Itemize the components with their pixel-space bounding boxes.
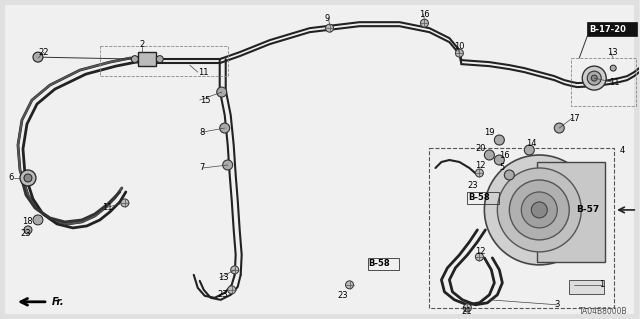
Circle shape [494, 155, 504, 165]
Circle shape [476, 169, 483, 177]
Circle shape [463, 304, 472, 312]
Circle shape [220, 123, 230, 133]
Text: 9: 9 [324, 14, 330, 23]
Text: 10: 10 [454, 42, 465, 51]
Text: 21: 21 [461, 307, 472, 316]
Circle shape [33, 215, 43, 225]
Text: 15: 15 [200, 96, 211, 105]
Text: 16: 16 [419, 10, 430, 19]
Circle shape [326, 24, 333, 32]
Text: 16: 16 [499, 151, 510, 160]
Bar [429, 148, 614, 308]
Circle shape [420, 19, 428, 27]
Text: 8: 8 [200, 128, 205, 137]
Bar [569, 280, 604, 294]
Text: 12: 12 [476, 161, 486, 170]
Bar [100, 46, 228, 76]
Circle shape [24, 174, 32, 182]
Circle shape [524, 145, 534, 155]
Text: 12: 12 [476, 247, 486, 256]
Text: 5: 5 [499, 164, 504, 173]
Bar [538, 162, 605, 262]
Circle shape [33, 52, 43, 62]
Text: 3: 3 [554, 300, 559, 309]
Text: Fr.: Fr. [52, 297, 65, 307]
Bar [367, 258, 399, 270]
Text: 18: 18 [22, 218, 33, 226]
Circle shape [610, 65, 616, 71]
Circle shape [522, 192, 557, 228]
Circle shape [346, 281, 353, 289]
Bar [572, 58, 636, 106]
Circle shape [484, 150, 494, 160]
Text: B-57: B-57 [576, 205, 599, 214]
Circle shape [223, 160, 233, 170]
Circle shape [456, 49, 463, 57]
Circle shape [494, 135, 504, 145]
Text: 1: 1 [599, 280, 604, 289]
Circle shape [156, 56, 163, 63]
Circle shape [484, 155, 594, 265]
Text: B-58: B-58 [369, 259, 390, 268]
Circle shape [531, 202, 547, 218]
Circle shape [591, 75, 597, 81]
Circle shape [20, 170, 36, 186]
Text: 23: 23 [218, 290, 228, 299]
Text: 22: 22 [38, 48, 49, 57]
Bar [138, 52, 156, 66]
Text: 4: 4 [620, 145, 625, 154]
Circle shape [24, 226, 32, 234]
Bar [588, 22, 637, 36]
Text: 2: 2 [139, 40, 145, 49]
Text: 23: 23 [337, 291, 348, 300]
Text: 14: 14 [526, 138, 537, 147]
Bar [467, 192, 499, 204]
Circle shape [121, 199, 129, 207]
Circle shape [476, 253, 483, 261]
Text: B-58: B-58 [468, 193, 490, 203]
Text: 11: 11 [102, 204, 113, 212]
Text: 6: 6 [8, 174, 13, 182]
Circle shape [131, 56, 138, 63]
Text: TA04B8000B: TA04B8000B [579, 307, 628, 316]
Text: 23: 23 [20, 229, 31, 238]
Circle shape [497, 168, 581, 252]
Circle shape [582, 66, 606, 90]
Circle shape [504, 170, 515, 180]
Text: 11: 11 [198, 68, 208, 77]
Circle shape [554, 123, 564, 133]
Text: 7: 7 [200, 164, 205, 173]
Text: 23: 23 [467, 182, 478, 190]
Text: 17: 17 [569, 114, 580, 122]
Circle shape [588, 71, 601, 85]
Circle shape [230, 266, 239, 274]
Text: 19: 19 [484, 128, 495, 137]
Text: 13: 13 [218, 273, 228, 282]
Circle shape [217, 87, 227, 97]
Text: 13: 13 [607, 48, 618, 57]
Circle shape [509, 180, 569, 240]
Text: 11: 11 [609, 78, 620, 86]
Text: B-17-20: B-17-20 [589, 25, 626, 34]
Circle shape [228, 286, 236, 294]
Text: 20: 20 [476, 144, 486, 152]
